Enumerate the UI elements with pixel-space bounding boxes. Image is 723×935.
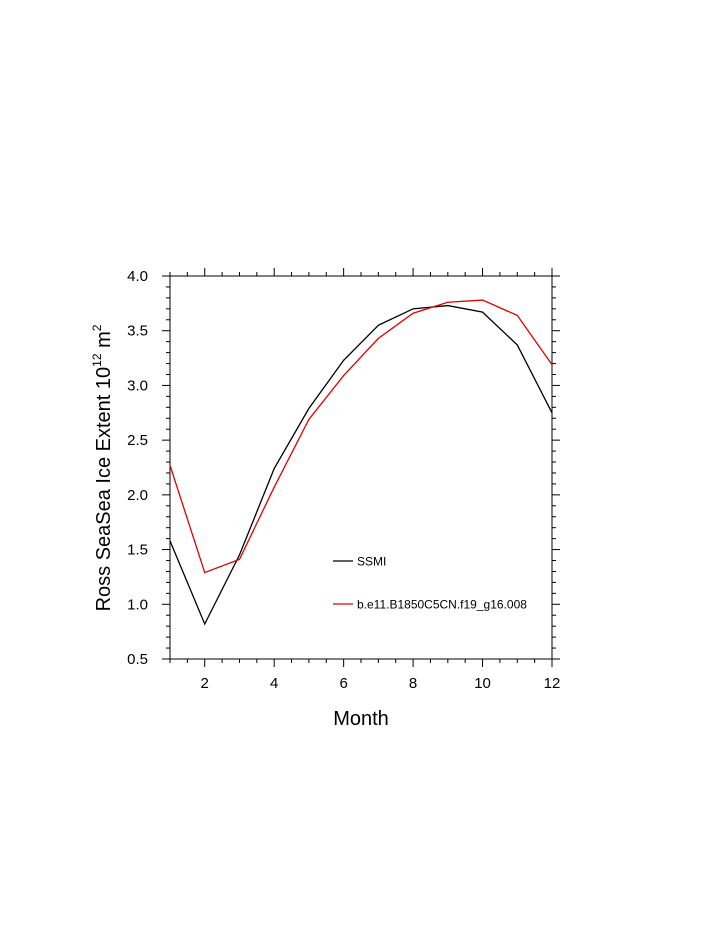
legend-label-ssmi: SSMI: [357, 555, 386, 569]
x-tick-label: 6: [339, 675, 347, 692]
plot-area: [162, 268, 560, 667]
x-tick-label: 12: [544, 675, 561, 692]
major-ticks: [162, 268, 560, 667]
y-axis-label: Ross SeaSea Ice Extent 1012 m2: [90, 324, 115, 611]
series-lines: [169, 299, 553, 626]
y-axis-label-exponent-2: 2: [90, 324, 104, 331]
y-tick-label: 3.0: [127, 377, 148, 394]
legend-label-model: b.e11.B1850C5CN.f19_g16.008: [357, 598, 527, 612]
y-tick-label: 0.5: [127, 651, 148, 668]
x-tick-label: 4: [270, 675, 278, 692]
x-tick-label: 8: [409, 675, 417, 692]
y-tick-label: 1.0: [127, 596, 148, 613]
series-line-model: [169, 299, 553, 574]
y-tick-label: 1.5: [127, 542, 148, 559]
x-tick-label: 2: [201, 675, 209, 692]
minor-ticks: [166, 272, 556, 663]
y-tick-label: 2.0: [127, 487, 148, 504]
legend: SSMI b.e11.B1850C5CN.f19_g16.008: [333, 555, 527, 612]
x-axis-label: Month: [333, 708, 389, 730]
series-line-ssmi: [169, 304, 553, 626]
y-tick-label: 3.5: [127, 323, 148, 340]
x-tick-labels: 2 4 6 8 10 12: [201, 675, 561, 692]
y-axis-label-main: Ross SeaSea Ice Extent 10: [93, 367, 115, 612]
y-tick-label: 4.0: [127, 268, 148, 285]
y-tick-labels: 0.5 1.0 1.5 2.0 2.5 3.0 3.5 4.0: [127, 268, 148, 668]
y-tick-label: 2.5: [127, 432, 148, 449]
y-axis-label-unit: m: [93, 331, 115, 353]
y-axis-label-exponent-1: 12: [90, 353, 104, 367]
x-tick-label: 10: [474, 675, 491, 692]
